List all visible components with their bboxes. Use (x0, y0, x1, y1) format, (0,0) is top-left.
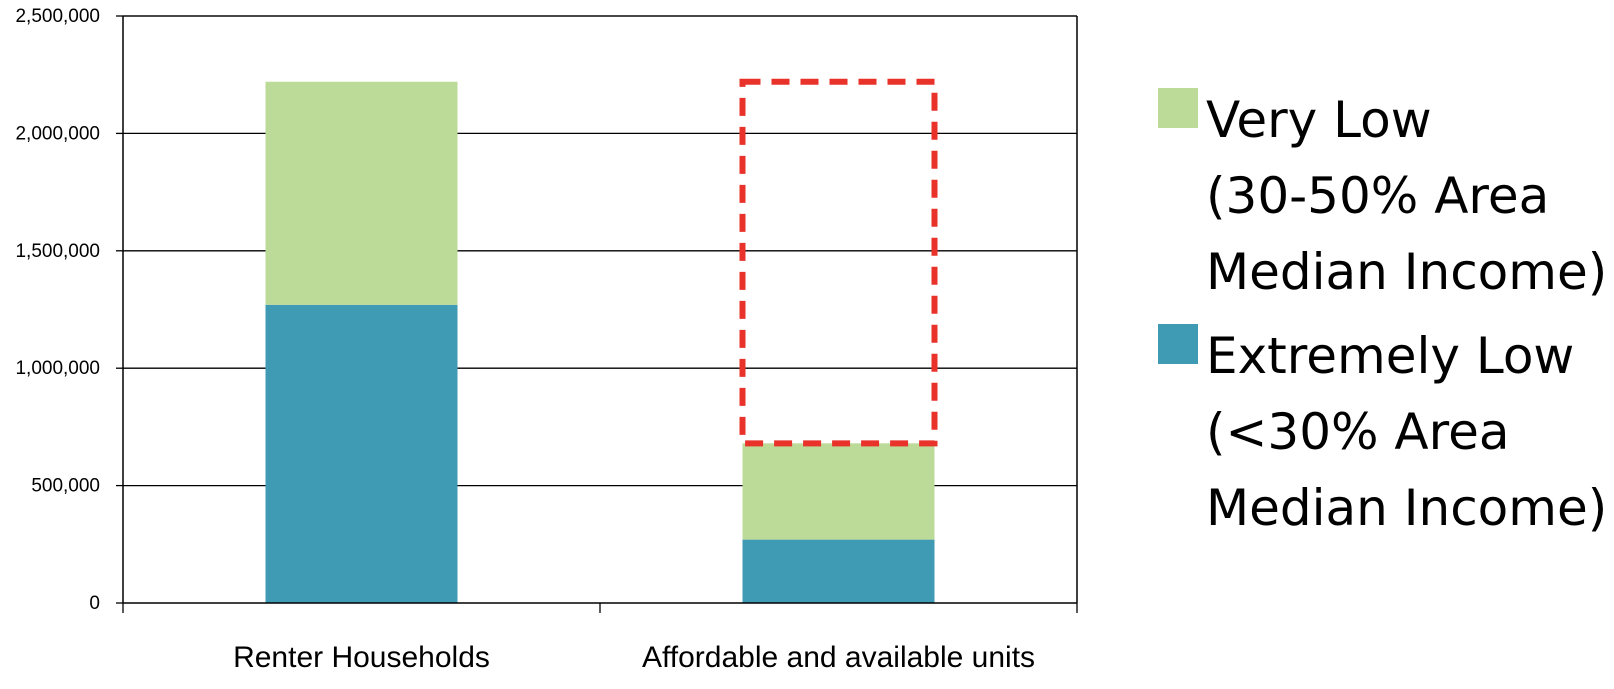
y-tick-label: 500,000 (31, 476, 100, 497)
axes: 0 500,000 1,000,000 1,500,000 2,000,000 2,500… (15, 6, 1078, 674)
bar-segment-extremely-low-1 (742, 539, 935, 603)
legend: Very Low (30-50% Area Median Income) Ext… (1158, 82, 1608, 554)
bar-segment-very-low-1 (742, 443, 935, 540)
shortfall-dashed-box (739, 78, 938, 447)
bar-segment-extremely-low-0 (265, 304, 458, 603)
x-category-label: Affordable and available units (642, 641, 1035, 674)
legend-label-very-low-line2: (30-50% Area (1206, 167, 1550, 225)
legend-label-very-low-line3: Median Income) (1206, 243, 1608, 301)
y-tick-label: 1,000,000 (15, 358, 100, 379)
legend-label-very-low-line1: Very Low (1206, 91, 1432, 149)
y-tick-label: 0 (89, 593, 100, 614)
legend-label-extremely-low-line2: (<30% Area (1206, 403, 1510, 461)
y-tick-label: 2,500,000 (15, 6, 100, 27)
bar-segment-very-low-0 (265, 81, 458, 305)
bars (265, 81, 935, 603)
legend-item-extremely-low: Extremely Low (<30% Area Median Income) (1158, 318, 1608, 546)
legend-swatch-very-low (1158, 88, 1198, 128)
legend-label-extremely-low-line1: Extremely Low (1206, 327, 1575, 385)
legend-label-extremely-low-line3: Median Income) (1206, 479, 1608, 537)
annotations (739, 78, 938, 447)
y-tick-label: 2,000,000 (15, 123, 100, 144)
legend-item-very-low: Very Low (30-50% Area Median Income) (1158, 82, 1608, 310)
legend-swatch-extremely-low (1158, 324, 1198, 364)
y-tick-label: 1,500,000 (15, 241, 100, 262)
x-category-label: Renter Households (233, 641, 490, 674)
